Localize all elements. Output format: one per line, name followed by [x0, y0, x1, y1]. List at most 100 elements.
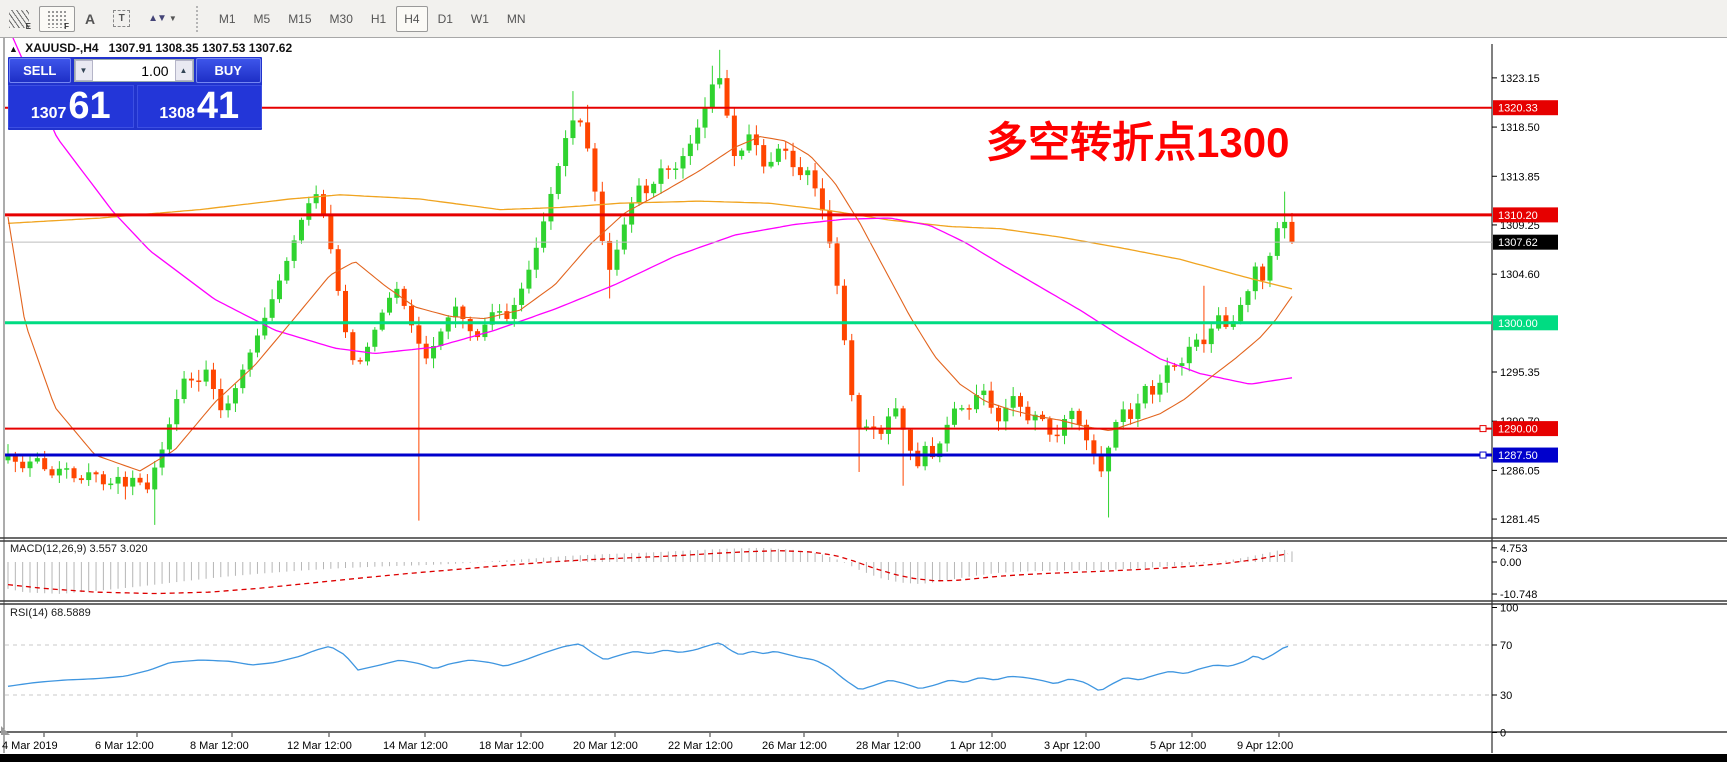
text-box-icon[interactable]: T [105, 6, 138, 32]
candle [585, 104, 591, 152]
candle [966, 404, 972, 420]
candle [144, 474, 150, 494]
rsi-line [7, 642, 1289, 691]
price-axis[interactable]: 1323.15 1318.50 1313.85 1309.25 1304.60 1295.… [1492, 73, 1558, 526]
tf-button-H1[interactable]: H1 [370, 11, 387, 26]
date-tick-label: 22 Mar 12:00 [668, 740, 733, 752]
date-tick-label: 18 Mar 12:00 [479, 740, 544, 752]
candle [1003, 398, 1009, 431]
candle [166, 417, 172, 456]
candle [269, 289, 275, 322]
sell-button[interactable]: SELL [9, 58, 71, 83]
sell-price-display[interactable]: 1307 61 [8, 85, 134, 128]
price-tag: 1287.50 [1493, 447, 1558, 463]
candle [841, 279, 847, 346]
tf-button-W1[interactable]: W1 [470, 11, 489, 26]
candle [695, 119, 701, 151]
candle [1223, 306, 1229, 330]
candle [1010, 387, 1016, 417]
tf-button-M1[interactable]: M1 [218, 11, 236, 26]
chart-text-annotation[interactable]: 多空转折点1300 [986, 119, 1290, 166]
candle [210, 362, 216, 400]
volume-increase-button[interactable]: ▲ [174, 60, 193, 81]
ma-medium-magenta [7, 26, 1293, 385]
date-tick-label: 5 Apr 12:00 [1150, 740, 1206, 752]
candle [577, 118, 583, 127]
candle [1098, 446, 1104, 478]
candle [394, 281, 400, 304]
candle [1201, 285, 1207, 353]
rsi-axis-label: 70 [1500, 640, 1512, 652]
hline-handle[interactable] [1479, 425, 1487, 433]
candle [86, 463, 92, 486]
candle [702, 97, 708, 139]
candle [320, 189, 326, 219]
candle [665, 165, 671, 179]
candle [680, 147, 686, 179]
volume-input[interactable] [92, 60, 175, 81]
date-tick-label: 28 Mar 12:00 [856, 740, 921, 752]
date-axis[interactable]: 4 Mar 2019 6 Mar 12:00 8 Mar 12:00 12 Mar 1… [1, 726, 1293, 752]
toolbar: E F A T ▲▼ ▼ M1 M5 M15 M30 H1 H4 D1 W1 MN [0, 0, 1727, 38]
candle [56, 461, 62, 484]
candle [108, 478, 114, 490]
candle [431, 336, 437, 369]
candle [218, 378, 224, 419]
candle [1025, 401, 1031, 425]
grid-snap-icon[interactable]: F [39, 5, 75, 32]
volume-decrease-button[interactable]: ▼ [74, 60, 93, 81]
tf-button-M15[interactable]: M15 [288, 11, 312, 26]
collapse-triangle-icon[interactable]: ▲ [9, 44, 18, 54]
tf-button-D1[interactable]: D1 [437, 11, 453, 26]
candle [1194, 333, 1200, 351]
candle [893, 398, 899, 419]
arrange-arrows-icon: ▲▼ [148, 13, 167, 24]
svg-text:1300.00: 1300.00 [1498, 318, 1538, 330]
candle [203, 360, 209, 387]
candle [827, 200, 833, 248]
candle [1128, 403, 1134, 425]
candle [951, 401, 957, 428]
candle [541, 212, 547, 253]
text-annotation-icon[interactable]: A [77, 6, 103, 32]
candle [1208, 322, 1214, 353]
tf-button-M5[interactable]: M5 [253, 11, 271, 26]
candle [78, 475, 84, 484]
price-tick-label: 1304.60 [1500, 269, 1540, 281]
svg-text:1290.00: 1290.00 [1498, 424, 1538, 436]
arrange-objects-icon[interactable]: ▲▼ ▼ [140, 6, 185, 32]
candle [819, 178, 825, 220]
candle [401, 286, 407, 310]
date-tick-label: 14 Mar 12:00 [383, 740, 448, 752]
buy-button[interactable]: BUY [195, 58, 261, 83]
candle [1267, 252, 1273, 288]
candle [276, 274, 282, 303]
candle [636, 178, 642, 206]
buy-price-display[interactable]: 1308 41 [136, 85, 262, 128]
hline-handle[interactable] [1479, 451, 1487, 459]
candle [1040, 411, 1046, 422]
candle [1289, 212, 1295, 245]
tf-button-H4[interactable]: H4 [396, 5, 428, 32]
candle [812, 162, 818, 197]
candle [1069, 407, 1075, 428]
candle [555, 163, 561, 200]
candle [607, 232, 613, 299]
volume-spinner: ▼ ▲ [73, 59, 194, 82]
candle [445, 315, 451, 340]
date-tick-label: 6 Mar 12:00 [95, 740, 154, 752]
tf-button-M30[interactable]: M30 [329, 11, 353, 26]
rsi-axis-label: 100 [1500, 603, 1518, 615]
candle [973, 384, 979, 414]
candle [115, 466, 121, 494]
candle [225, 395, 231, 418]
candle [174, 389, 180, 432]
candle [783, 141, 789, 160]
svg-text:1287.50: 1287.50 [1498, 450, 1538, 462]
date-tick-label: 26 Mar 12:00 [762, 740, 827, 752]
candle [387, 292, 393, 316]
tf-button-MN[interactable]: MN [506, 11, 526, 26]
candle [981, 383, 987, 406]
chart-hatch-icon[interactable]: E [1, 6, 37, 32]
candle [196, 369, 202, 392]
